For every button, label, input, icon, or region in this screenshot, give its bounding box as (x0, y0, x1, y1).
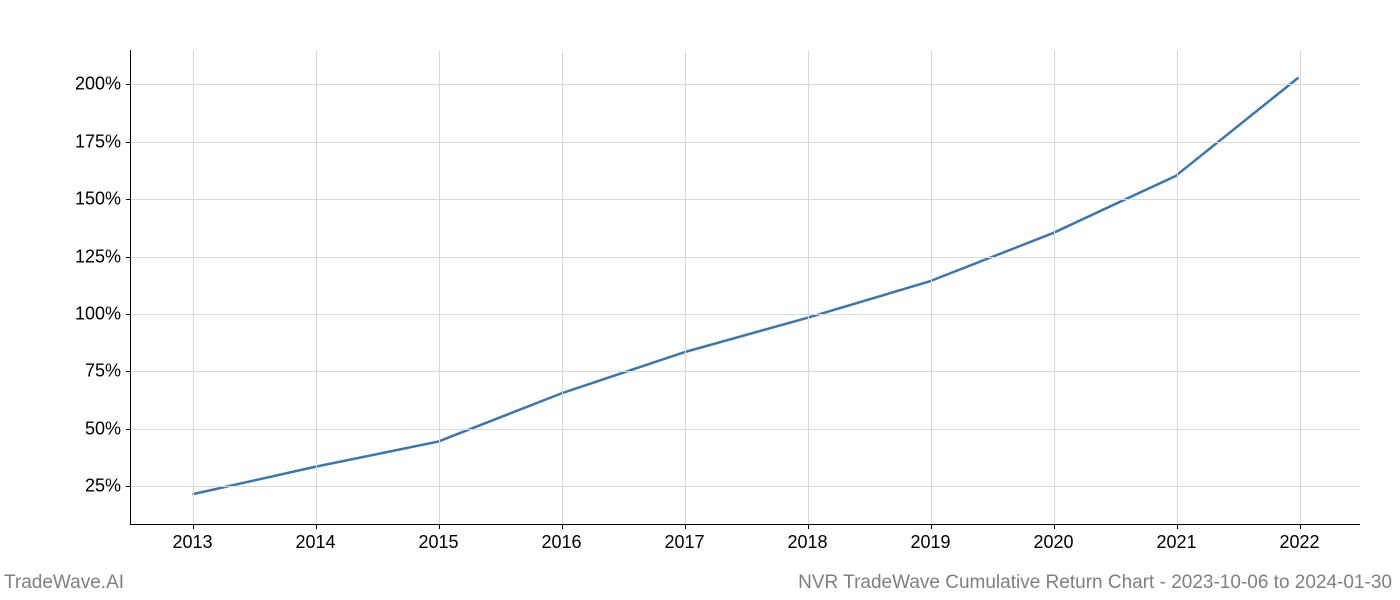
x-tick (685, 524, 686, 529)
y-tick (126, 84, 131, 85)
cumulative-return-line (192, 77, 1298, 494)
x-tick (439, 524, 440, 529)
y-tick-label: 125% (75, 246, 121, 267)
x-tick (1054, 524, 1055, 529)
x-tick-label: 2020 (1033, 532, 1073, 553)
grid-line-vertical (1177, 50, 1178, 524)
grid-line-horizontal (131, 199, 1360, 200)
y-tick-label: 100% (75, 303, 121, 324)
grid-line-horizontal (131, 371, 1360, 372)
grid-line-horizontal (131, 84, 1360, 85)
x-tick-label: 2014 (295, 532, 335, 553)
footer-right-label: NVR TradeWave Cumulative Return Chart - … (798, 572, 1392, 594)
y-tick-label: 75% (85, 361, 121, 382)
y-tick-label: 175% (75, 131, 121, 152)
x-tick (316, 524, 317, 529)
y-tick (126, 429, 131, 430)
y-tick (126, 199, 131, 200)
y-tick (126, 371, 131, 372)
grid-line-horizontal (131, 486, 1360, 487)
x-tick-label: 2015 (418, 532, 458, 553)
x-tick-label: 2013 (172, 532, 212, 553)
x-tick-label: 2019 (910, 532, 950, 553)
x-tick (193, 524, 194, 529)
y-tick-label: 200% (75, 74, 121, 95)
x-tick-label: 2017 (664, 532, 704, 553)
x-tick-label: 2018 (787, 532, 827, 553)
grid-line-vertical (562, 50, 563, 524)
y-tick (126, 486, 131, 487)
x-tick (1300, 524, 1301, 529)
x-tick (931, 524, 932, 529)
grid-line-vertical (931, 50, 932, 524)
grid-line-horizontal (131, 314, 1360, 315)
x-tick (562, 524, 563, 529)
grid-line-vertical (685, 50, 686, 524)
grid-line-vertical (1054, 50, 1055, 524)
grid-line-vertical (193, 50, 194, 524)
grid-line-vertical (439, 50, 440, 524)
y-tick (126, 142, 131, 143)
grid-line-horizontal (131, 257, 1360, 258)
grid-line-vertical (1300, 50, 1301, 524)
grid-line-vertical (316, 50, 317, 524)
grid-line-vertical (808, 50, 809, 524)
chart-container: 2013201420152016201720182019202020212022… (130, 50, 1360, 525)
y-tick-label: 50% (85, 418, 121, 439)
y-tick (126, 314, 131, 315)
grid-line-horizontal (131, 429, 1360, 430)
footer-left-label: TradeWave.AI (4, 572, 124, 594)
x-tick (1177, 524, 1178, 529)
y-tick-label: 150% (75, 189, 121, 210)
x-tick (808, 524, 809, 529)
y-tick-label: 25% (85, 475, 121, 496)
x-tick-label: 2022 (1279, 532, 1319, 553)
x-tick-label: 2016 (541, 532, 581, 553)
y-tick (126, 257, 131, 258)
plot-area: 2013201420152016201720182019202020212022… (130, 50, 1360, 525)
x-tick-label: 2021 (1156, 532, 1196, 553)
grid-line-horizontal (131, 142, 1360, 143)
